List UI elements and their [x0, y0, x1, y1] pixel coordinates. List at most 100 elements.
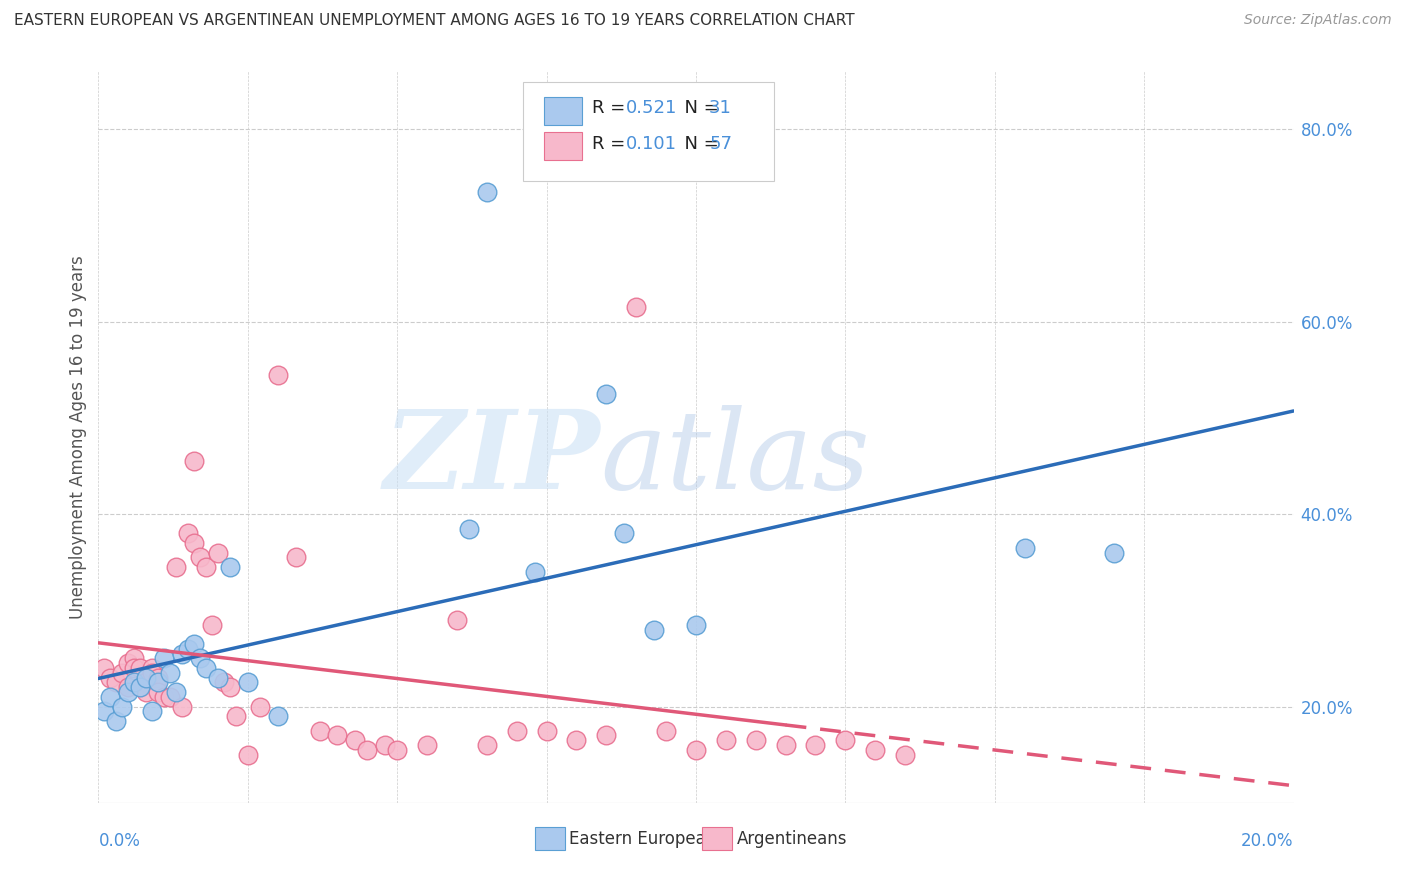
Point	[177, 526, 200, 541]
Text: 0.521: 0.521	[626, 99, 676, 117]
Point	[124, 651, 146, 665]
Point	[183, 536, 205, 550]
Point	[446, 613, 468, 627]
Point	[183, 454, 205, 468]
FancyBboxPatch shape	[702, 827, 733, 850]
Point	[267, 709, 290, 723]
Point	[124, 675, 146, 690]
Point	[98, 671, 122, 685]
Text: 57: 57	[709, 135, 733, 153]
Point	[117, 681, 139, 695]
Point	[714, 733, 737, 747]
Point	[159, 690, 181, 704]
Point	[236, 747, 259, 762]
Point	[153, 690, 176, 704]
Point	[129, 681, 152, 695]
FancyBboxPatch shape	[544, 97, 582, 125]
Point	[385, 743, 409, 757]
Text: Source: ZipAtlas.com: Source: ZipAtlas.com	[1244, 13, 1392, 28]
Point	[865, 743, 887, 757]
Point	[685, 743, 707, 757]
Point	[225, 709, 247, 723]
Point	[177, 641, 200, 656]
Point	[93, 661, 115, 675]
Point	[135, 671, 157, 685]
Point	[249, 699, 271, 714]
Point	[172, 647, 194, 661]
Point	[626, 300, 648, 314]
Point	[685, 617, 707, 632]
Text: 20.0%: 20.0%	[1241, 832, 1294, 850]
Point	[416, 738, 439, 752]
Point	[745, 733, 768, 747]
Point	[536, 723, 558, 738]
Point	[159, 665, 181, 680]
Y-axis label: Unemployment Among Ages 16 to 19 years: Unemployment Among Ages 16 to 19 years	[69, 255, 87, 619]
Point	[236, 675, 259, 690]
Point	[219, 560, 242, 574]
Point	[212, 675, 235, 690]
Point	[165, 685, 187, 699]
Point	[595, 728, 617, 742]
Text: EASTERN EUROPEAN VS ARGENTINEAN UNEMPLOYMENT AMONG AGES 16 TO 19 YEARS CORRELATI: EASTERN EUROPEAN VS ARGENTINEAN UNEMPLOY…	[14, 13, 855, 29]
Point	[834, 733, 856, 747]
Point	[111, 699, 134, 714]
Point	[1104, 545, 1126, 559]
Point	[267, 368, 290, 382]
Point	[374, 738, 396, 752]
Point	[458, 521, 481, 535]
Point	[117, 657, 139, 671]
Point	[775, 738, 797, 752]
Point	[894, 747, 917, 762]
Text: N =: N =	[673, 99, 724, 117]
FancyBboxPatch shape	[544, 132, 582, 160]
Text: 0.101: 0.101	[626, 135, 676, 153]
Point	[117, 685, 139, 699]
Point	[135, 675, 157, 690]
Point	[804, 738, 827, 752]
Point	[308, 723, 330, 738]
Point	[326, 728, 349, 742]
Point	[188, 550, 211, 565]
Point	[595, 386, 617, 401]
Point	[1014, 541, 1036, 555]
Point	[124, 661, 146, 675]
Point	[219, 681, 242, 695]
Text: Eastern Europeans: Eastern Europeans	[569, 830, 725, 847]
Point	[613, 526, 636, 541]
Point	[565, 733, 588, 747]
Point	[207, 671, 229, 685]
Point	[141, 705, 163, 719]
Point	[105, 675, 128, 690]
Text: R =: R =	[592, 135, 631, 153]
Point	[195, 661, 218, 675]
Point	[98, 690, 122, 704]
Text: Argentineans: Argentineans	[737, 830, 846, 847]
Point	[111, 665, 134, 680]
Text: ZIP: ZIP	[384, 405, 600, 513]
Point	[284, 550, 307, 565]
Point	[141, 661, 163, 675]
Point	[135, 685, 157, 699]
Point	[148, 685, 170, 699]
Point	[207, 545, 229, 559]
FancyBboxPatch shape	[534, 827, 565, 850]
Point	[105, 714, 128, 728]
Point	[356, 743, 378, 757]
Point	[165, 560, 187, 574]
Text: N =: N =	[673, 135, 724, 153]
Text: 31: 31	[709, 99, 733, 117]
Point	[188, 651, 211, 665]
Point	[344, 733, 367, 747]
Point	[183, 637, 205, 651]
Text: R =: R =	[592, 99, 631, 117]
Point	[655, 723, 678, 738]
Point	[172, 699, 194, 714]
Point	[129, 681, 152, 695]
Point	[195, 560, 218, 574]
Point	[475, 738, 498, 752]
FancyBboxPatch shape	[523, 82, 773, 181]
Point	[93, 705, 115, 719]
Point	[148, 671, 170, 685]
Point	[475, 185, 498, 199]
